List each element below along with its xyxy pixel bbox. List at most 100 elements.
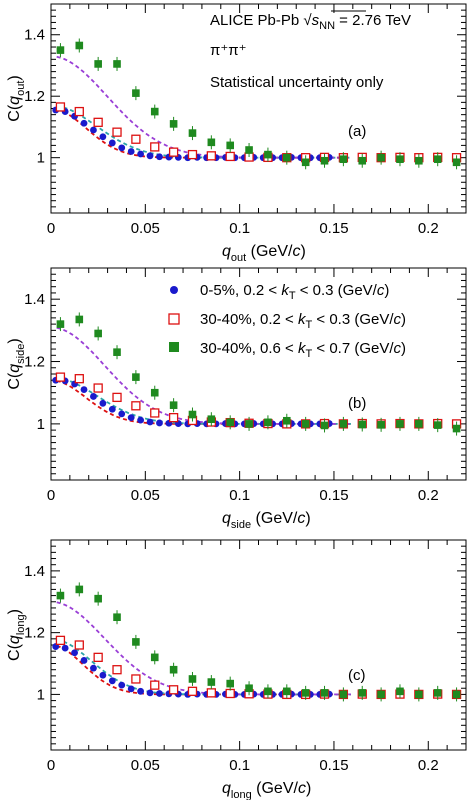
svg-text:0-5%, 0.2 < kT < 0.3 (GeV/c): 0-5%, 0.2 < kT < 0.3 (GeV/c) bbox=[200, 282, 389, 302]
data-point-series-2 bbox=[94, 329, 102, 338]
data-point-series-0 bbox=[80, 386, 88, 393]
data-point-series-1 bbox=[206, 151, 216, 161]
legend-entry-2: 30-40%, 0.6 < kT < 0.7 (GeV/c) bbox=[169, 340, 406, 360]
legend-marker-filled-circle bbox=[170, 286, 178, 294]
data-point-series-2 bbox=[433, 155, 442, 164]
data-point-series-2 bbox=[169, 665, 178, 674]
data-point-series-0 bbox=[71, 649, 78, 657]
x-tick-label: 0 bbox=[47, 487, 55, 504]
data-point-series-2 bbox=[358, 156, 367, 165]
x-tick-label: 0 bbox=[47, 220, 55, 237]
data-point-series-2 bbox=[320, 421, 329, 430]
data-point-series-0 bbox=[146, 418, 154, 426]
data-point-series-2 bbox=[396, 687, 404, 696]
data-point-series-2 bbox=[94, 594, 102, 603]
fit-curve bbox=[56, 104, 351, 159]
data-point-series-2 bbox=[358, 420, 367, 429]
data-point-series-0 bbox=[127, 414, 135, 422]
data-point-series-1 bbox=[55, 635, 66, 646]
legend-entry-1: 30-40%, 0.2 < kT < 0.3 (GeV/c) bbox=[168, 311, 406, 331]
data-point-series-0 bbox=[90, 126, 97, 134]
legend-c-1: c bbox=[394, 311, 402, 328]
x-tick-label: 0.15 bbox=[319, 487, 348, 504]
data-point-series-2 bbox=[113, 613, 121, 622]
fit-curve bbox=[56, 638, 351, 696]
plot-frame bbox=[50, 3, 467, 214]
data-point-series-1 bbox=[225, 688, 235, 699]
data-point-series-2 bbox=[301, 158, 310, 167]
y-axis-label-sub: out bbox=[15, 81, 27, 96]
data-point-series-0 bbox=[156, 690, 163, 697]
data-point-series-0 bbox=[118, 681, 126, 689]
data-point-series-2 bbox=[339, 155, 348, 164]
legend: 0-5%, 0.2 < kT < 0.3 (GeV/c) 30-40%, 0.2… bbox=[168, 282, 406, 360]
legend-kt-1: k bbox=[298, 311, 307, 328]
legend-marker-filled-square bbox=[169, 342, 179, 352]
data-point-series-0 bbox=[61, 644, 69, 652]
data-point-series-1 bbox=[74, 374, 84, 384]
data-point-series-1 bbox=[112, 127, 122, 137]
data-point-series-2 bbox=[132, 373, 140, 381]
data-point-series-1 bbox=[131, 674, 141, 684]
data-point-series-2 bbox=[282, 687, 291, 696]
x-axis-label-sub: out bbox=[231, 252, 246, 264]
data-point-series-2 bbox=[415, 156, 423, 165]
y-axis-label-close: ) bbox=[6, 338, 23, 343]
header-line1-prefix: ALICE Pb-Pb bbox=[210, 12, 303, 29]
data-point-series-0 bbox=[99, 133, 107, 141]
data-point-series-1 bbox=[55, 372, 66, 382]
y-axis-label-close: ) bbox=[6, 609, 23, 614]
header-line2: π⁺π⁺ bbox=[210, 42, 247, 59]
data-point-series-2 bbox=[94, 60, 102, 68]
data-point-series-2 bbox=[207, 415, 216, 424]
y-axis-label-sub: long bbox=[15, 614, 27, 635]
data-point-series-1 bbox=[112, 665, 122, 675]
data-point-series-2 bbox=[56, 46, 65, 54]
data-point-series-0 bbox=[108, 677, 116, 685]
data-point-series-2 bbox=[207, 678, 216, 686]
y-axis-label-main: C( bbox=[6, 643, 23, 661]
x-axis-label-close: ) bbox=[306, 780, 311, 797]
data-point-series-1 bbox=[93, 117, 103, 127]
y-axis-label: C(qside) bbox=[6, 338, 27, 389]
data-point-series-2 bbox=[320, 689, 329, 697]
x-axis-label-unit: (GeV/ bbox=[252, 780, 299, 797]
x-tick-label: 0.2 bbox=[418, 757, 439, 774]
data-point-series-2 bbox=[264, 150, 272, 159]
x-tick-label: 0.2 bbox=[418, 220, 439, 237]
data-point-series-2 bbox=[377, 690, 385, 699]
legend-close-1: ) bbox=[401, 311, 406, 328]
x-tick-label: 0.1 bbox=[229, 220, 250, 237]
fit-curve bbox=[56, 379, 351, 425]
y-tick-label: 1 bbox=[37, 150, 45, 167]
data-point-series-2 bbox=[56, 591, 65, 600]
data-point-series-0 bbox=[156, 419, 163, 427]
data-point-series-2 bbox=[188, 129, 197, 137]
x-tick-label: 0.2 bbox=[418, 487, 439, 504]
data-point-series-2 bbox=[188, 675, 197, 683]
legend-kt-sub-1: T bbox=[305, 319, 312, 331]
data-point-series-1 bbox=[93, 652, 103, 663]
data-point-series-1 bbox=[112, 392, 122, 403]
legend-marker-open-square bbox=[168, 313, 180, 325]
data-point-series-2 bbox=[132, 89, 140, 97]
data-point-series-1 bbox=[150, 142, 160, 152]
data-point-series-2 bbox=[320, 156, 329, 165]
x-tick-label: 0 bbox=[47, 757, 55, 774]
data-point-series-2 bbox=[433, 421, 442, 429]
x-tick-label: 0.15 bbox=[319, 757, 348, 774]
data-point-series-2 bbox=[150, 388, 159, 397]
legend-label-0: 0-5%, 0.2 < bbox=[200, 282, 281, 299]
data-point-series-2 bbox=[226, 679, 235, 688]
x-axis-label-var: q bbox=[222, 510, 231, 527]
data-point-series-2 bbox=[415, 690, 423, 699]
y-tick-label: 1 bbox=[37, 416, 45, 433]
data-point-series-2 bbox=[75, 585, 84, 594]
data-point-series-2 bbox=[301, 689, 310, 697]
header-line1-suffix: = 2.76 TeV bbox=[335, 12, 411, 29]
data-point-series-2 bbox=[452, 158, 461, 167]
data-point-series-0 bbox=[118, 410, 126, 418]
data-point-series-0 bbox=[146, 152, 154, 160]
